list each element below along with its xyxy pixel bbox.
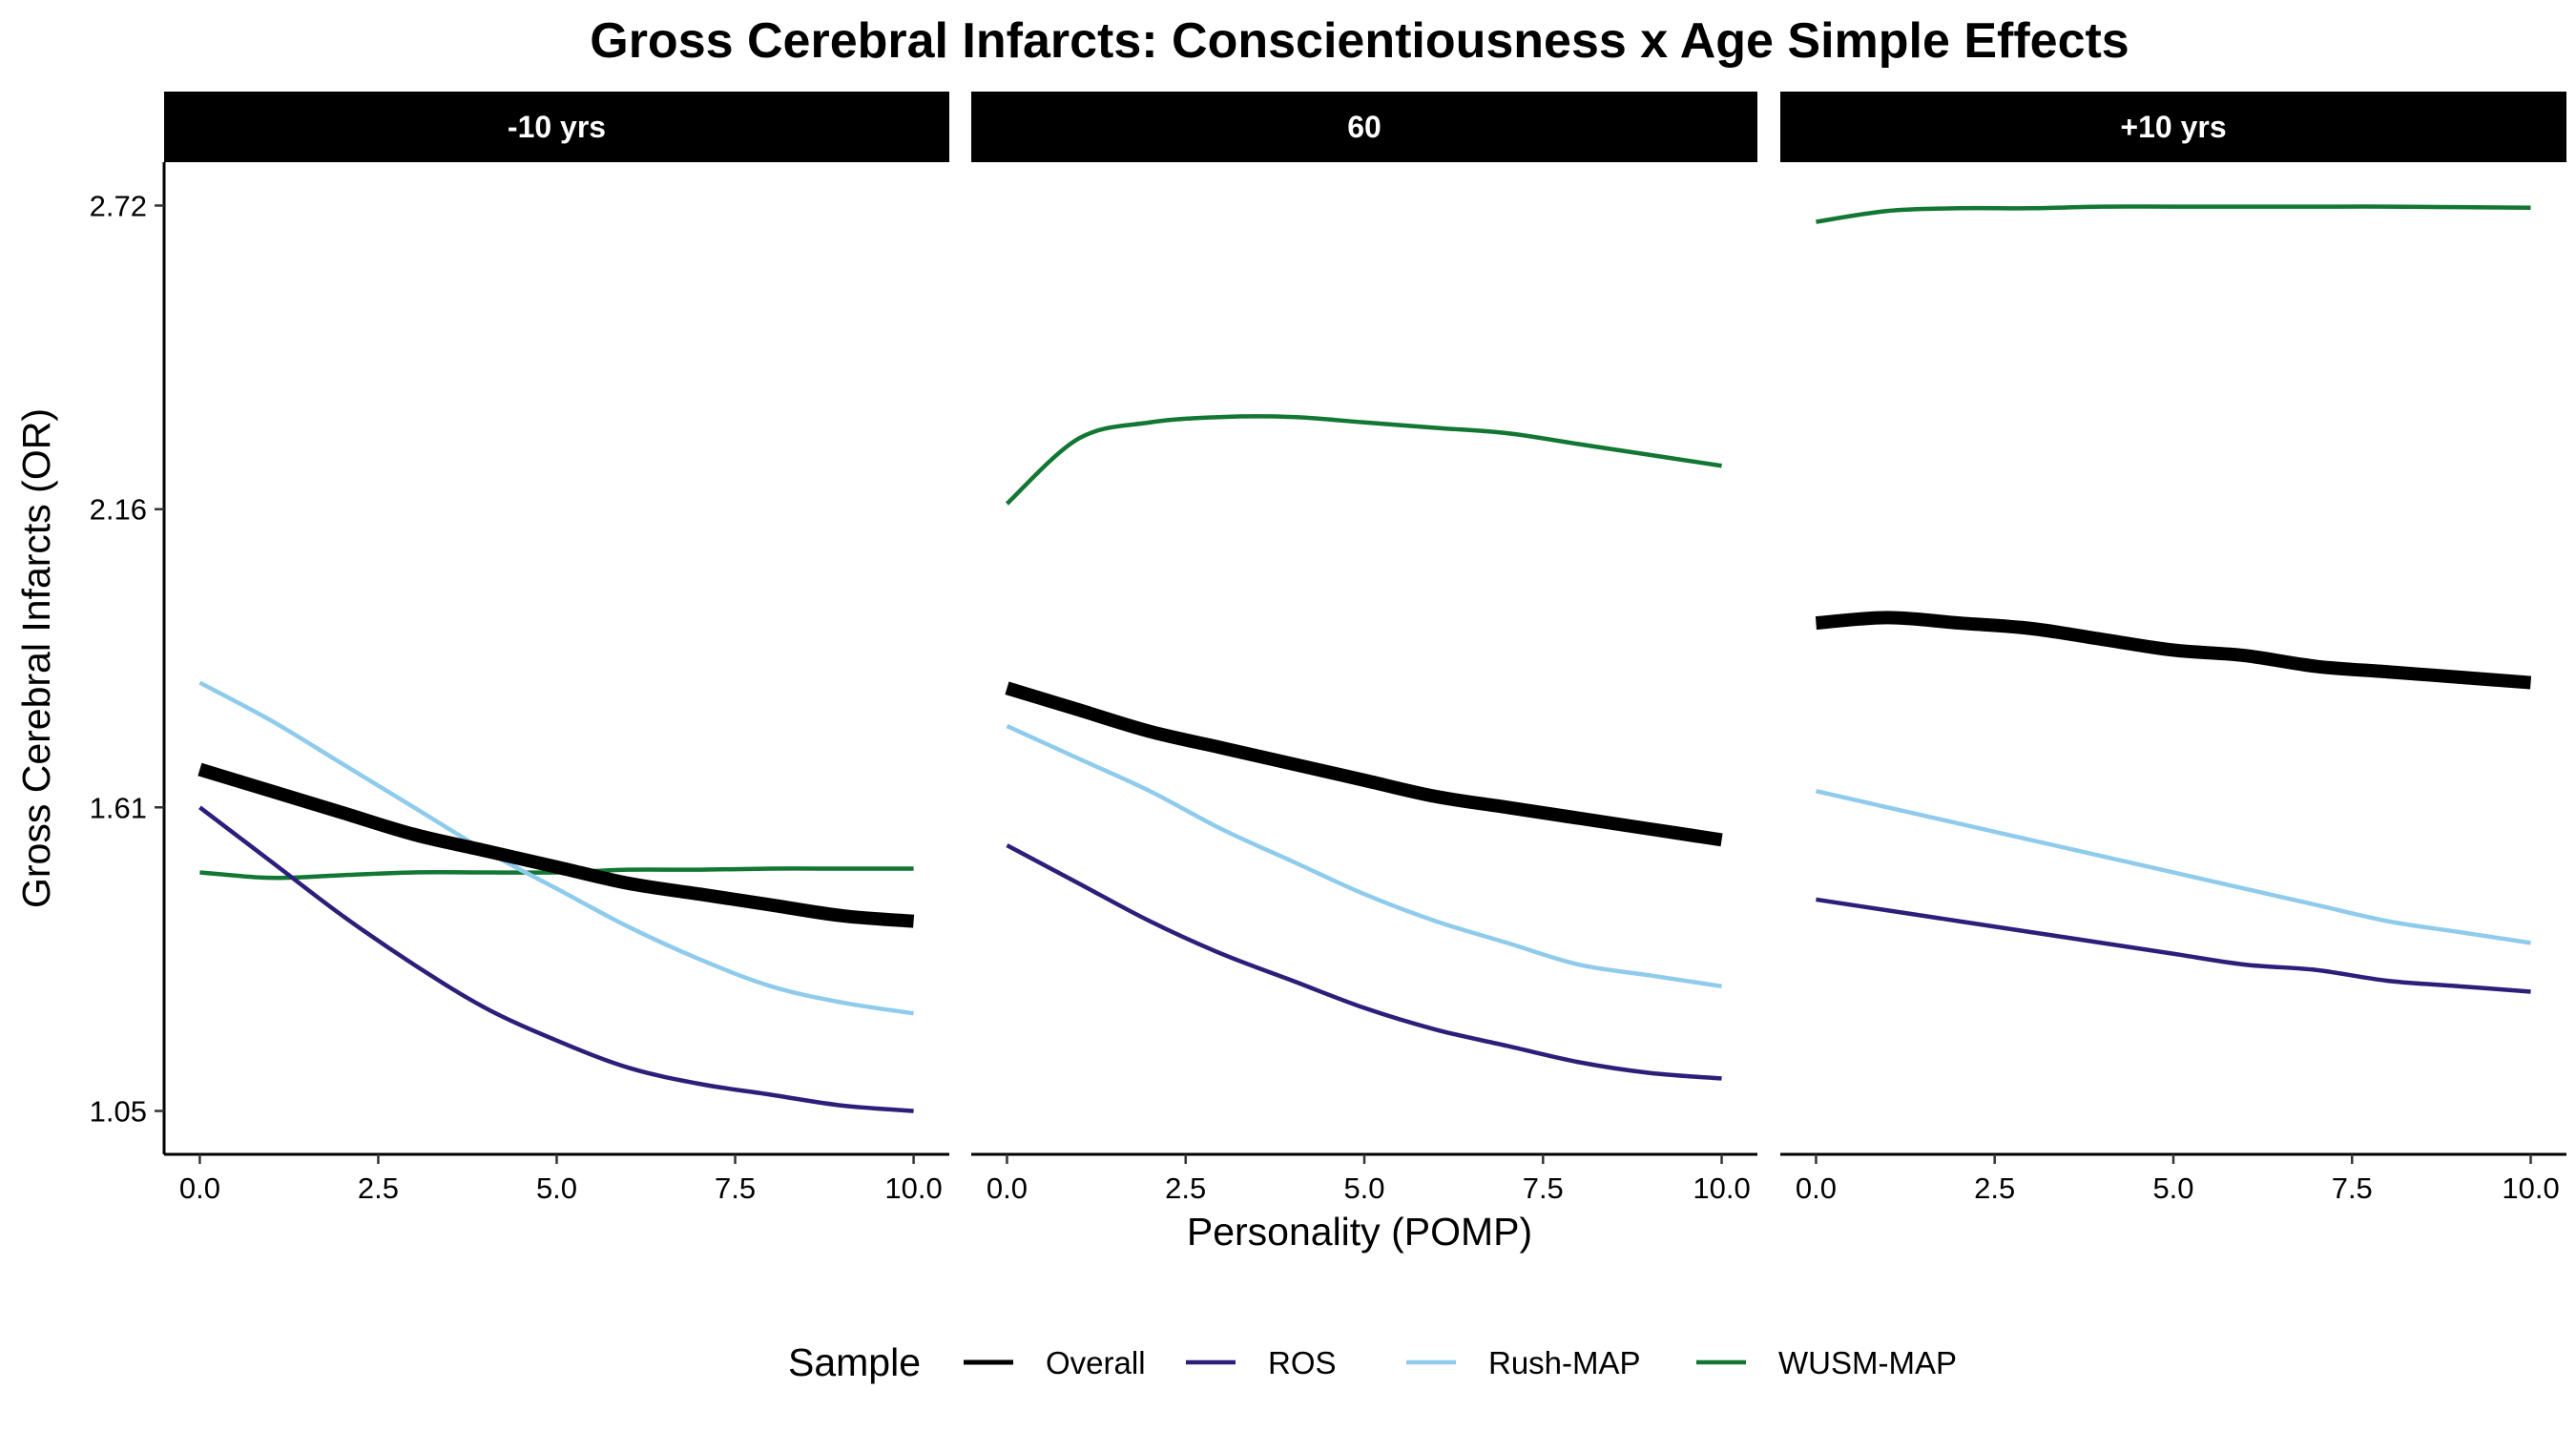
x-tick-label: 7.5: [1523, 1172, 1564, 1205]
y-tick-label: 1.61: [90, 791, 147, 824]
series-line-rush-map: [1006, 723, 1722, 989]
legend-label: Overall: [1046, 1345, 1146, 1380]
legend-title: Sample: [788, 1340, 921, 1384]
series-line-rush-map: [198, 680, 914, 1016]
facet-panel-2: +10 yrs 0.0 2.5 5.0 7.5 10.0: [1780, 92, 2566, 1205]
x-tick-label: 2.5: [358, 1172, 399, 1205]
series-line-overall: [1815, 611, 2532, 690]
legend-label: Rush-MAP: [1488, 1345, 1641, 1380]
x-tick-label: 10.0: [2502, 1172, 2559, 1205]
facet-strip-label: -10 yrs: [508, 110, 606, 144]
y-tick-label: 2.72: [90, 189, 147, 222]
x-tick-label: 5.0: [2152, 1172, 2193, 1205]
x-tick-label: 0.0: [179, 1172, 220, 1205]
chart-title: Gross Cerebral Infarcts: Conscientiousne…: [590, 13, 2129, 69]
panels-layer: -10 yrs 0.0 2.5 5.0 7.5 10.0 60 0.0 2.5 5.0 7.5 10.…: [164, 92, 2566, 1205]
x-tick-label: 7.5: [2332, 1172, 2373, 1205]
legend-label: ROS: [1268, 1345, 1337, 1380]
x-axis-title: Personality (POMP): [1187, 1210, 1532, 1254]
y-tick-label: 2.16: [90, 493, 147, 527]
series-line-wusm-map: [1005, 414, 1722, 506]
facet-panel-0: -10 yrs 0.0 2.5 5.0 7.5 10.0: [164, 92, 949, 1205]
legend-item-rush-map: Rush-MAP: [1406, 1345, 1641, 1380]
series-line-wusm-map: [1816, 204, 2531, 224]
y-axis: 1.05 1.61 2.16 2.72: [90, 162, 166, 1154]
x-tick-label: 0.0: [987, 1172, 1028, 1205]
legend-label: WUSM-MAP: [1778, 1345, 1957, 1380]
legend-item-overall: Overall: [964, 1345, 1146, 1380]
legend-item-wusm-map: WUSM-MAP: [1696, 1345, 1957, 1380]
x-tick-label: 5.0: [1343, 1172, 1384, 1205]
series-line-overall: [197, 762, 915, 928]
x-tick-label: 2.5: [1165, 1172, 1206, 1205]
facet-strip: [1780, 92, 2566, 162]
x-tick-label: 2.5: [1974, 1172, 2015, 1205]
facet-strip: [971, 92, 1757, 162]
facet-strip: [164, 92, 949, 162]
facet-strip-label: +10 yrs: [2120, 110, 2226, 144]
y-axis-title: Gross Cerebral Infarcts (OR): [14, 408, 58, 908]
facet-panel-1: 60 0.0 2.5 5.0 7.5 10.0: [971, 92, 1757, 1205]
legend-item-ros: ROS: [1186, 1345, 1337, 1380]
series-line-rush-map: [1815, 789, 2531, 945]
series-line-overall: [1005, 681, 1723, 847]
legend: Sample Overall ROS Rush-MAP WUSM-MAP: [788, 1340, 1957, 1384]
x-tick-label: 0.0: [1796, 1172, 1837, 1205]
x-tick-label: 7.5: [715, 1172, 756, 1205]
facet-strip-label: 60: [1347, 110, 1381, 144]
series-line-ros: [1006, 843, 1722, 1081]
x-tick-label: 10.0: [884, 1172, 942, 1205]
series-line-ros: [198, 805, 914, 1113]
x-tick-label: 5.0: [536, 1172, 577, 1205]
series-line-ros: [1816, 897, 2531, 994]
y-tick-label: 1.05: [90, 1095, 147, 1129]
x-tick-label: 10.0: [1693, 1172, 1750, 1205]
